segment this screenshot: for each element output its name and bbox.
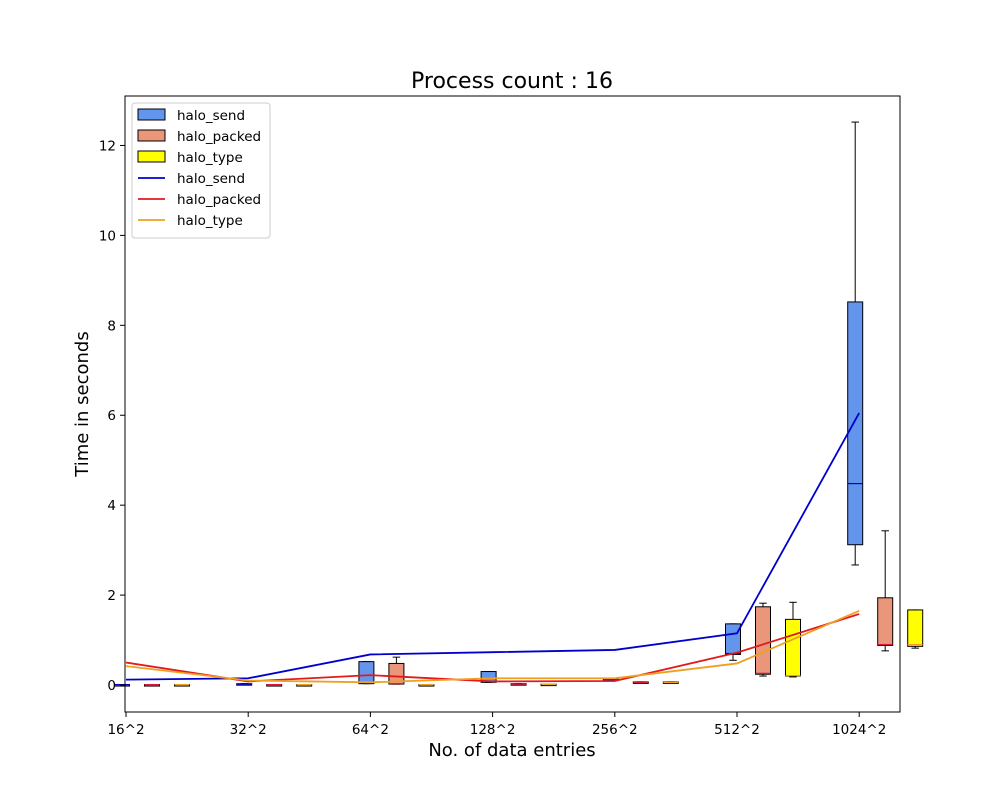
y-tick-label: 12	[99, 138, 116, 154]
x-tick-label: 16^2	[107, 722, 144, 738]
legend-label: halo_send	[177, 108, 245, 124]
legend-frame	[131, 102, 271, 239]
x-tick-label: 64^2	[352, 722, 389, 738]
y-tick-label: 8	[107, 318, 116, 334]
x-tick-label: 1024^2	[832, 722, 886, 738]
x-tick-label: 512^2	[714, 722, 760, 738]
x-axis-label: No. of data entries	[428, 740, 595, 761]
y-tick-label: 0	[107, 678, 116, 694]
box-series-halo_type	[174, 601, 924, 687]
legend-swatch	[137, 129, 166, 142]
x-tick-label: 32^2	[230, 722, 267, 738]
line-series-halo_send	[125, 412, 860, 681]
chart-title: Process count : 16	[411, 69, 613, 94]
legend-label: halo_packed	[177, 129, 261, 145]
box	[907, 609, 924, 647]
box	[480, 671, 497, 683]
x-tick-label: 128^2	[470, 722, 516, 738]
y-axis-label: Time in seconds	[72, 331, 93, 477]
y-tick-label: 10	[99, 228, 116, 244]
plot-area: 0 2 4 6 8 10 12 16^2 32^2 64^2 128^2 256^2 512^2 1024…	[99, 95, 924, 738]
box	[358, 661, 375, 685]
y-tick-label: 4	[107, 498, 116, 514]
box	[725, 623, 741, 655]
x-tick-label: 256^2	[592, 722, 638, 738]
legend-label: halo_type	[177, 150, 243, 166]
legend-label: halo_packed	[177, 192, 261, 208]
box-series-halo_packed	[144, 530, 894, 687]
box	[877, 597, 894, 646]
legend-label: halo_send	[177, 171, 245, 187]
plot-frame	[124, 95, 901, 713]
y-tick-label: 6	[107, 408, 116, 424]
box	[755, 606, 771, 675]
box	[847, 301, 864, 546]
legend-swatch	[137, 108, 166, 121]
legend: halo_sendhalo_packedhalo_typehalo_sendha…	[131, 102, 271, 239]
line-series-halo_type	[125, 610, 860, 684]
box	[785, 618, 801, 677]
legend-label: halo_type	[177, 213, 243, 229]
legend-swatch	[137, 150, 166, 163]
y-tick-label: 2	[107, 588, 116, 604]
